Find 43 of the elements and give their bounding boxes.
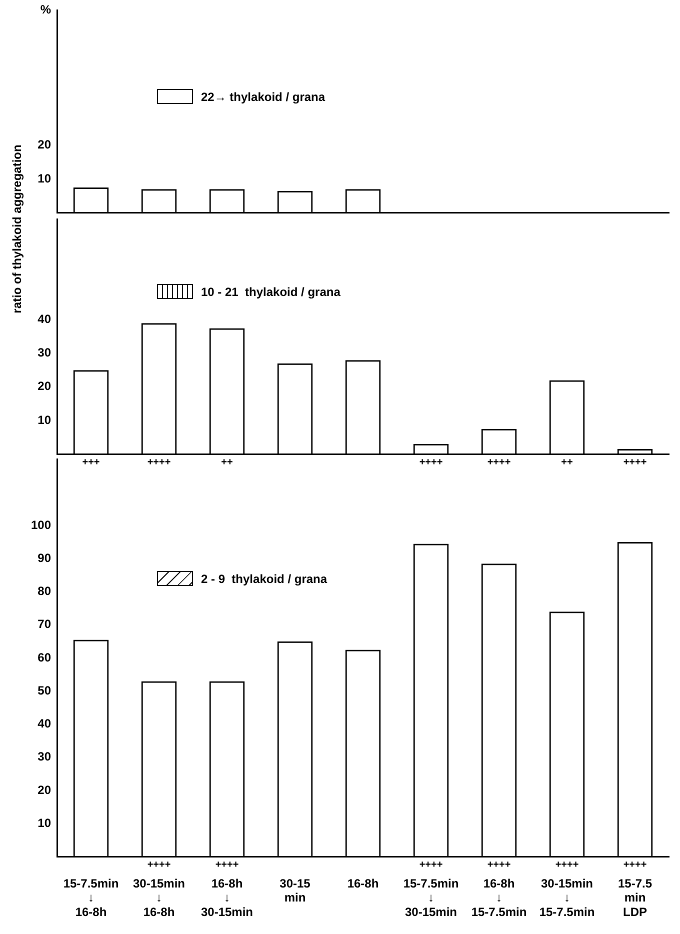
annotation: ++++ xyxy=(147,456,171,468)
y-tick-label: 100 xyxy=(30,518,52,532)
x-tick-label: 16-8h ↓ 30-15min xyxy=(200,876,254,920)
y-tick-label: 10 xyxy=(38,412,52,427)
annotation: +++ xyxy=(82,456,100,468)
y-tick-label: 80 xyxy=(38,584,52,598)
x-tick-label: 16-8h ↓ 15-7.5min xyxy=(471,876,527,920)
y-tick-label: 40 xyxy=(38,716,52,731)
y-tick-label: 10 xyxy=(38,816,52,830)
annotation: ++++ xyxy=(487,456,511,468)
text: ++++ xyxy=(147,860,171,871)
y-tick-label: 90 xyxy=(38,550,52,565)
annotation: ++ xyxy=(221,456,233,468)
x-tick-label: 15-7.5min ↓ 16-8h xyxy=(63,876,119,920)
y-tick-label: 30 xyxy=(38,750,52,764)
y-tick-label: 60 xyxy=(38,650,52,664)
annotation: ++++ xyxy=(419,456,443,468)
y-tick-label: 30 xyxy=(38,346,52,360)
legend-label: 22→ thylakoid / grana xyxy=(201,90,326,104)
text: ++++ xyxy=(623,860,647,871)
legend-label: 10 - 21 thylakoid / grana xyxy=(201,284,340,299)
y-tick-label: 10 xyxy=(38,171,52,186)
x-tick-label: 15-7.5min ↓ 30-15min xyxy=(403,876,459,920)
x-tick-label: 30-15 min xyxy=(280,876,311,905)
y-tick-label: 20 xyxy=(38,782,52,797)
y-tick-label: 40 xyxy=(38,312,52,326)
x-tick-label: 15-7.5 min LDP xyxy=(618,876,652,920)
legend-label: 2 - 9 thylakoid / grana xyxy=(201,572,328,586)
x-tick-label: 30-15min ↓ 15-7.5min xyxy=(539,876,595,920)
x-tick-label: 16-8h xyxy=(347,876,379,890)
y-tick-label: 50 xyxy=(38,683,52,698)
text: ++++ xyxy=(555,860,579,871)
text: ++++ xyxy=(419,860,443,871)
y-axis-title: ratio of thylakoid aggregation xyxy=(10,144,24,316)
text: % xyxy=(40,2,52,16)
annotation: ++ xyxy=(561,456,573,468)
x-tick-label: 30-15min ↓ 16-8h xyxy=(132,876,186,920)
y-tick-label: 70 xyxy=(38,617,52,632)
text: ++++ xyxy=(215,860,239,871)
text: ++++ xyxy=(487,860,511,871)
annotation: ++++ xyxy=(623,456,647,468)
y-tick-label: 20 xyxy=(38,379,52,394)
y-tick-label: 20 xyxy=(38,138,52,152)
